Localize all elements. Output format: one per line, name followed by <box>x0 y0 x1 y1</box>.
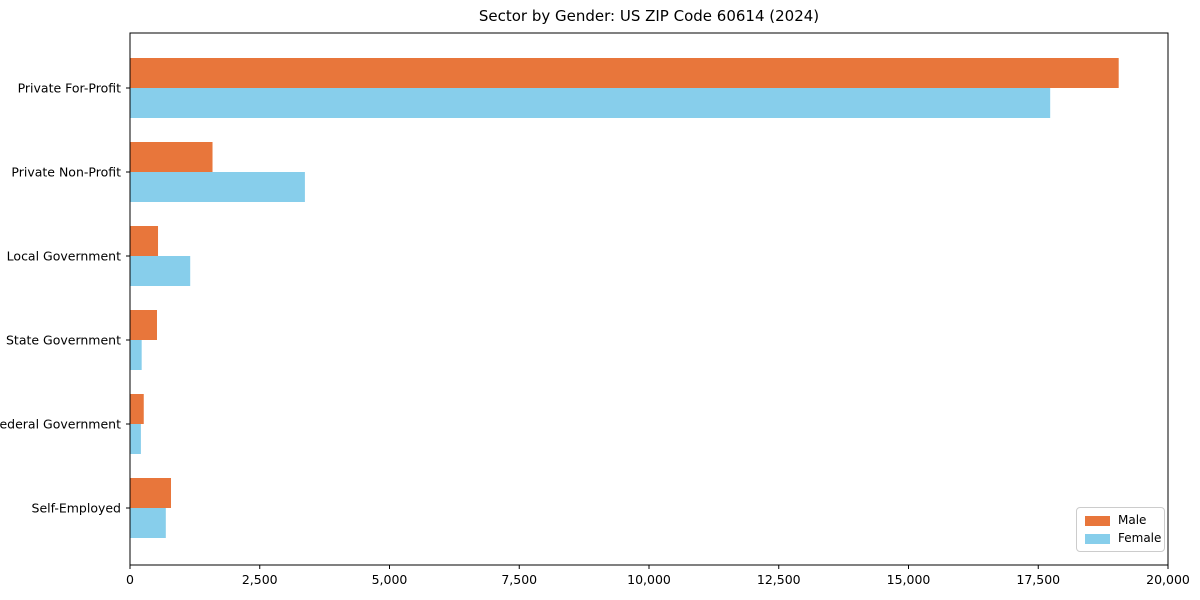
bar-male-5 <box>130 478 172 508</box>
legend-swatch-male-icon <box>1085 515 1110 526</box>
x-tick-label: 10,000 <box>627 572 671 587</box>
bar-female-5 <box>130 508 166 538</box>
y-tick-label: State Government <box>6 333 121 348</box>
x-tick-label: 20,000 <box>1146 572 1190 587</box>
y-tick-label: Local Government <box>7 249 121 264</box>
x-tick-label: 7,500 <box>501 572 537 587</box>
bar-male-2 <box>130 226 159 256</box>
bar-male-0 <box>130 58 1119 88</box>
legend: Male Female <box>1076 507 1165 552</box>
chart-title: Sector by Gender: US ZIP Code 60614 (202… <box>478 7 820 25</box>
x-tick-label: 12,500 <box>757 572 801 587</box>
x-tick-label: 17,500 <box>1016 572 1060 587</box>
legend-swatch-female-icon <box>1085 533 1110 544</box>
legend-item-male: Male <box>1085 514 1156 527</box>
legend-label-male: Male <box>1118 513 1147 527</box>
bar-male-1 <box>130 142 213 172</box>
y-tick-label: Private For-Profit <box>18 81 121 96</box>
bar-female-1 <box>130 172 305 202</box>
bar-male-4 <box>130 394 144 424</box>
y-tick-label: Self-Employed <box>32 501 121 516</box>
x-tick-label: 5,000 <box>372 572 408 587</box>
bar-female-2 <box>130 256 191 286</box>
x-tick-label: 2,500 <box>242 572 278 587</box>
bar-female-4 <box>130 424 141 454</box>
y-tick-label: Federal Government <box>0 417 121 432</box>
bar-female-0 <box>130 88 1051 118</box>
x-tick-label: 15,000 <box>887 572 931 587</box>
bar-male-3 <box>130 310 157 340</box>
legend-label-female: Female <box>1118 531 1162 545</box>
legend-item-female: Female <box>1085 532 1161 545</box>
y-tick-label: Private Non-Profit <box>11 165 121 180</box>
x-tick-label: 0 <box>126 572 134 587</box>
bar-female-3 <box>130 340 142 370</box>
